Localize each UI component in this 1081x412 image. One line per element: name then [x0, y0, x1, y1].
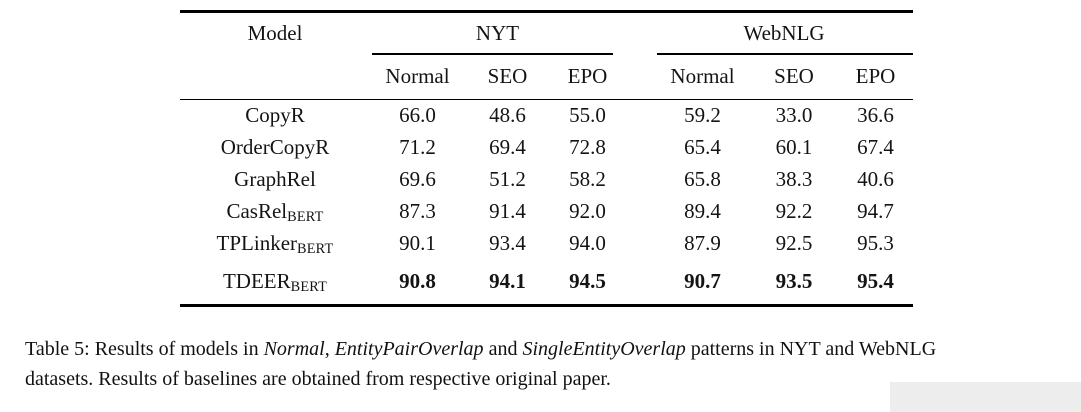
value-cell: 33.0 [775, 103, 813, 128]
column-gap [625, 228, 655, 260]
value-cell: 93.4 [489, 231, 526, 255]
value-cell: 94.1 [465, 259, 550, 307]
value-cell: 65.8 [684, 167, 721, 191]
caption-italic-entitypairoverlap: EntityPairOverlap [334, 338, 484, 360]
model-subscript: BERT [287, 209, 324, 226]
value-cell: 36.6 [857, 103, 894, 128]
value-cell: 90.7 [655, 259, 750, 307]
value-cell: 94.5 [550, 259, 625, 307]
value-cell: 51.2 [489, 167, 526, 191]
table-row-ordercopyr: OrderCopyR 71.2 69.4 72.8 65.4 60.1 67.4 [180, 132, 913, 164]
value-cell: 90.1 [399, 231, 436, 255]
group-header-webnlg: WebNLG [655, 10, 914, 56]
value-cell: 38.3 [775, 167, 813, 191]
column-gap [625, 100, 655, 132]
value-cell: 93.5 [750, 259, 838, 307]
model-name: TPLinker [216, 231, 298, 255]
value-cell: 91.4 [489, 199, 526, 223]
value-cell: 40.6 [857, 167, 894, 191]
caption-line2: datasets. Results of baselines are obtai… [25, 368, 611, 390]
caption-italic-singleentityoverlap: SingleEntityOverlap [522, 338, 686, 360]
model-name-cell: GraphRel [180, 164, 370, 196]
value-cell: 69.6 [399, 167, 436, 191]
value-cell: 94.7 [857, 199, 894, 223]
value-cell: 95.4 [838, 259, 914, 307]
model-name-cell: TPLinkerBERT [180, 228, 370, 260]
caption-sep: , [324, 338, 335, 360]
value-cell: 60.1 [775, 135, 813, 159]
model-name: CasRel [226, 199, 288, 223]
model-subscript: BERT [290, 279, 328, 296]
column-header-model: Model [180, 10, 370, 55]
value-cell: 87.9 [684, 231, 721, 255]
model-name-cell: CasRelBERT [180, 196, 370, 228]
model-name: CopyR [245, 103, 305, 128]
header-row-groups: Model NYT WebNLG [180, 10, 914, 56]
header-row-subcolumns: Normal SEO EPO Normal SEO EPO [180, 54, 914, 100]
model-name: TDEER [222, 269, 291, 294]
group-header-nyt: NYT [370, 10, 625, 56]
caption-line1-rest: patterns in NYT and WebNLG [685, 338, 937, 360]
value-cell: 89.4 [684, 199, 721, 223]
table-row-copyr: CopyR 66.0 48.6 55.0 59.2 33.0 36.6 [180, 100, 913, 132]
scan-artifact [890, 382, 1081, 412]
subcolumn-header-webnlg-epo: EPO [838, 54, 914, 100]
model-subscript: BERT [297, 241, 334, 258]
value-cell: 55.0 [569, 103, 606, 128]
value-cell: 66.0 [399, 103, 436, 128]
model-name: OrderCopyR [220, 135, 330, 159]
value-cell: 92.5 [775, 231, 813, 255]
column-gap [625, 54, 655, 100]
value-cell: 95.3 [857, 231, 894, 255]
empty-cell [180, 54, 370, 100]
value-cell: 92.2 [775, 199, 813, 223]
caption-sep: and [483, 338, 523, 360]
value-cell: 67.4 [857, 135, 894, 159]
model-name-cell: OrderCopyR [180, 132, 370, 164]
value-cell: 87.3 [399, 199, 436, 223]
value-cell: 69.4 [489, 135, 526, 159]
table-row-graphrel: GraphRel 69.6 51.2 58.2 65.8 38.3 40.6 [180, 164, 913, 196]
model-name-cell: TDEERBERT [180, 259, 370, 307]
value-cell: 71.2 [399, 135, 436, 159]
model-name-cell: CopyR [180, 100, 370, 132]
value-cell: 72.8 [569, 135, 606, 159]
subcolumn-header-nyt-epo: EPO [550, 54, 625, 100]
value-cell: 59.2 [684, 103, 721, 128]
subcolumn-header-webnlg-seo: SEO [750, 54, 838, 100]
column-gap [625, 164, 655, 196]
column-gap [625, 10, 655, 55]
column-gap [625, 259, 655, 307]
subcolumn-header-nyt-seo: SEO [465, 54, 550, 100]
caption-prefix: Table 5: Results of models in [25, 338, 264, 360]
table-row-casrel: CasRelBERT 87.3 91.4 92.0 89.4 92.2 94.7 [180, 196, 913, 228]
column-gap [625, 196, 655, 228]
caption-italic-normal: Normal [263, 338, 325, 360]
subcolumn-header-webnlg-normal: Normal [655, 54, 750, 100]
table-row-tdeer: TDEERBERT 90.8 94.1 94.5 90.7 93.5 95.4 [180, 259, 914, 307]
results-table: Model NYT WebNLG Normal SEO EPO Normal S… [180, 10, 914, 307]
subcolumn-header-nyt-normal: Normal [370, 54, 465, 100]
value-cell: 65.4 [684, 135, 721, 159]
value-cell: 90.8 [370, 259, 465, 307]
column-gap [625, 132, 655, 164]
table-row-tplinker: TPLinkerBERT 90.1 93.4 94.0 87.9 92.5 95… [180, 228, 913, 260]
value-cell: 58.2 [569, 167, 606, 191]
value-cell: 48.6 [489, 103, 526, 128]
table-caption: Table 5: Results of models in Normal, En… [25, 334, 1061, 394]
value-cell: 92.0 [569, 199, 606, 223]
value-cell: 94.0 [569, 231, 606, 255]
model-name: GraphRel [234, 167, 316, 191]
